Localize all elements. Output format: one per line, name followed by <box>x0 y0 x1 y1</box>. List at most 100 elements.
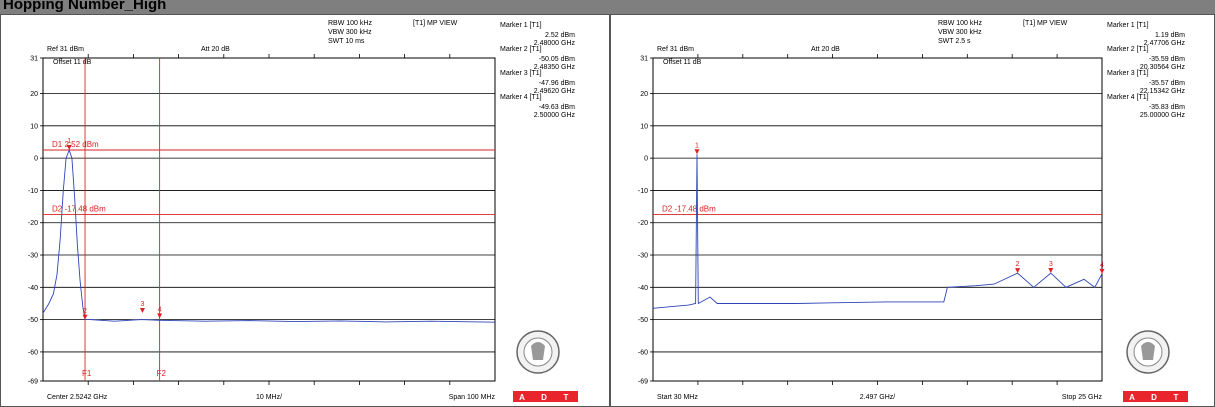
marker-number: 3 <box>1049 261 1053 268</box>
y-tick-label: -10 <box>638 188 648 195</box>
marker-readout-level: -49.63 dBm <box>539 104 575 111</box>
footer-end-label: Stop 25 GHz <box>1062 394 1103 401</box>
title-bar: Hopping Number_High <box>0 0 1215 14</box>
frequency-line-label: F2 <box>157 369 167 378</box>
marker-readout-frequency: 20.30564 GHz <box>1140 64 1186 71</box>
y-tick-label: 31 <box>30 56 38 63</box>
adt-logo-letter: A <box>1129 393 1135 402</box>
grid-frame <box>652 57 1103 382</box>
y-tick-label: 20 <box>30 91 38 98</box>
certification-seal-emblem <box>1141 342 1155 360</box>
spectrum-trace <box>42 148 496 323</box>
offset-label: Offset 11 dB <box>53 59 92 66</box>
footer-division-label: 2.497 GHz/ <box>860 394 895 401</box>
marker-readout-level: -35.57 dBm <box>1149 80 1185 87</box>
y-tick-label: -10 <box>28 188 38 195</box>
marker-readout-level: -50.05 dBm <box>539 56 575 63</box>
y-tick-label: -50 <box>28 317 38 324</box>
y-tick-label: -60 <box>638 349 648 356</box>
spectrum-chart-right: RBW 100 kHz VBW 300 kHz SWT 2.5 s [T1] MP V… <box>638 20 1188 402</box>
marker-readout-level: 1.19 dBm <box>1155 32 1185 39</box>
spectrum-panel-band-edge: RBW 100 kHz VBW 300 kHz SWT 10 ms [T1] MP V… <box>0 14 610 407</box>
frequency-line-label: F1 <box>82 369 92 378</box>
spectrum-trace <box>652 154 1103 309</box>
spectrum-panel-full-sweep: RBW 100 kHz VBW 300 kHz SWT 2.5 s [T1] MP V… <box>610 14 1215 407</box>
page-title: Hopping Number_High <box>3 0 167 13</box>
marker-number: 4 <box>1100 262 1104 269</box>
marker-readout-title: Marker 2 [T1] <box>1107 46 1149 53</box>
spectrum-chart-left: RBW 100 kHz VBW 300 kHz SWT 10 ms [T1] MP V… <box>28 20 578 402</box>
adt-logo-letter: T <box>564 393 569 402</box>
adt-logo <box>513 391 578 402</box>
footer-start-label: Center 2.5242 GHz <box>47 394 108 401</box>
marker-symbol <box>1015 268 1021 274</box>
display-line-label: D2 -17.48 dBm <box>662 205 716 214</box>
attenuation-label: Att 20 dB <box>811 46 840 53</box>
marker-readout-title: Marker 1 [T1] <box>500 22 542 29</box>
y-tick-label: -30 <box>638 253 648 260</box>
display-line-label: D1 2.52 dBm <box>52 140 99 149</box>
marker-readout-title: Marker 3 [T1] <box>1107 70 1149 77</box>
footer-end-label: Span 100 MHz <box>449 394 496 401</box>
marker-readout-level: 2.52 dBm <box>545 32 575 39</box>
vbw-label: VBW 300 kHz <box>328 29 372 36</box>
y-tick-label: 10 <box>640 123 648 130</box>
offset-label: Offset 11 dB <box>663 59 702 66</box>
ref-level-label: Ref 31 dBm <box>47 46 84 53</box>
vbw-label: VBW 300 kHz <box>938 29 982 36</box>
swt-label: SWT 2.5 s <box>938 38 971 45</box>
marker-symbol <box>139 308 145 314</box>
marker-readout-title: Marker 4 [T1] <box>1107 94 1149 101</box>
marker-number: 1 <box>695 142 699 149</box>
marker-symbol <box>82 314 88 320</box>
marker-number: 4 <box>158 306 162 313</box>
marker-readout-title: Marker 4 [T1] <box>500 94 542 101</box>
marker-readout-frequency: 2.47706 GHz <box>1144 40 1186 47</box>
marker-readout-level: -47.96 dBm <box>539 80 575 87</box>
marker-number: 3 <box>140 301 144 308</box>
rbw-label: RBW 100 kHz <box>938 20 982 27</box>
adt-logo <box>1123 391 1188 402</box>
marker-readout-title: Marker 1 [T1] <box>1107 22 1149 29</box>
marker-readout-frequency: 2.48000 GHz <box>534 40 576 47</box>
marker-number: 1 <box>67 138 71 145</box>
y-tick-label: -40 <box>638 285 648 292</box>
marker-readout-frequency: 25.00000 GHz <box>1140 112 1186 119</box>
y-tick-label: -30 <box>28 253 38 260</box>
marker-symbol <box>1099 268 1105 274</box>
y-tick-label: 0 <box>34 156 38 163</box>
marker-readout-frequency: 2.50000 GHz <box>534 112 576 119</box>
ref-level-label: Ref 31 dBm <box>657 46 694 53</box>
y-tick-label: -69 <box>638 379 648 386</box>
y-tick-label: -69 <box>28 379 38 386</box>
marker-readout-frequency: 2.48350 GHz <box>534 64 576 71</box>
adt-logo-letter: T <box>1174 393 1179 402</box>
marker-readout-title: Marker 3 [T1] <box>500 70 542 77</box>
y-tick-label: -20 <box>638 220 648 227</box>
marker-readout-frequency: 2.49620 GHz <box>534 88 576 95</box>
marker-number: 2 <box>83 308 87 315</box>
marker-symbol <box>66 144 72 150</box>
footer-start-label: Start 30 MHz <box>657 394 698 401</box>
trace-view-label: [T1] MP VIEW <box>413 20 458 27</box>
trace-view-label: [T1] MP VIEW <box>1023 20 1068 27</box>
y-tick-label: -40 <box>28 285 38 292</box>
adt-logo-letter: A <box>519 393 525 402</box>
marker-readout-level: -35.83 dBm <box>1149 104 1185 111</box>
footer-division-label: 10 MHz/ <box>256 394 282 401</box>
swt-label: SWT 10 ms <box>328 38 365 45</box>
marker-number: 2 <box>1016 261 1020 268</box>
rbw-label: RBW 100 kHz <box>328 20 372 27</box>
y-tick-label: 20 <box>640 91 648 98</box>
adt-logo-letter: D <box>1151 393 1157 402</box>
y-tick-label: 0 <box>644 156 648 163</box>
display-line-label: D2 -17.48 dBm <box>52 205 106 214</box>
y-tick-label: 10 <box>30 123 38 130</box>
marker-symbol <box>157 313 163 319</box>
y-tick-label: 31 <box>640 56 648 63</box>
marker-readout-title: Marker 2 [T1] <box>500 46 542 53</box>
y-tick-label: -50 <box>638 317 648 324</box>
marker-readout-level: -35.59 dBm <box>1149 56 1185 63</box>
attenuation-label: Att 20 dB <box>201 46 230 53</box>
y-tick-label: -60 <box>28 349 38 356</box>
